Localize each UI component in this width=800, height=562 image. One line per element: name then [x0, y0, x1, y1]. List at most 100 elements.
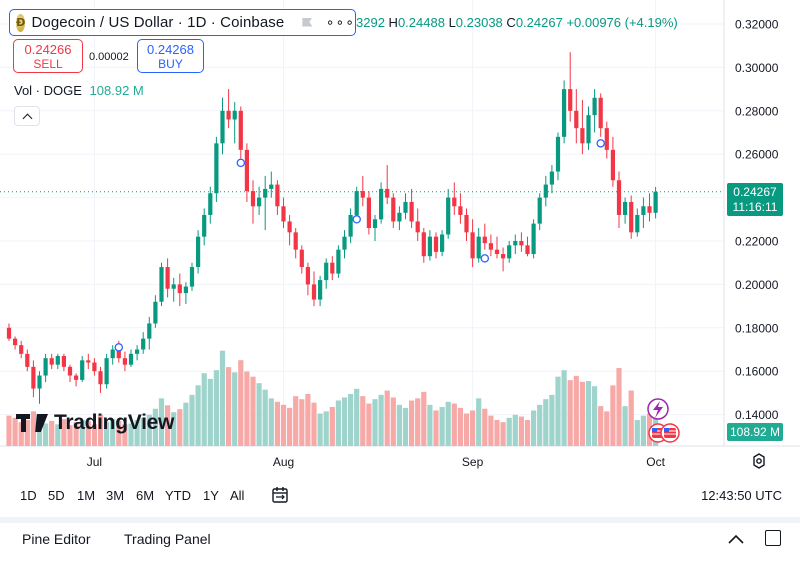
symbol-title-box[interactable]: Ð Dogecoin / US Dollar · 1D · Coinbase ∘… — [9, 9, 356, 36]
volume-bar — [348, 394, 354, 446]
volume-legend[interactable]: Vol · DOGE 108.92 M — [14, 83, 144, 98]
volume-bar — [18, 422, 24, 446]
period-3m[interactable]: 3M — [106, 488, 125, 503]
candle-body — [104, 358, 109, 385]
candle-body — [232, 110, 237, 120]
volume-bar — [49, 420, 55, 446]
candle-body — [226, 110, 231, 120]
volume-bar — [293, 396, 299, 446]
bottom-panel: Pine Editor Trading Panel — [0, 523, 800, 562]
volume-bar — [512, 414, 518, 446]
volume-bar — [226, 367, 232, 446]
time-tick-label: Aug — [273, 455, 294, 469]
buy-button[interactable]: 0.24268 BUY — [137, 39, 204, 73]
candle-body — [366, 197, 371, 228]
candle-body — [49, 358, 54, 365]
candle-body — [494, 249, 500, 255]
volume-bar — [201, 373, 207, 446]
volume-bar — [598, 406, 604, 446]
volume-bar — [573, 375, 579, 446]
settings-icon[interactable] — [751, 453, 767, 469]
volume-bar — [445, 401, 451, 446]
volume-bar — [628, 390, 634, 446]
candle-body — [433, 236, 439, 252]
volume-bar — [67, 425, 73, 446]
collapse-legend-button[interactable] — [14, 106, 40, 126]
lightning-bolt-icon — [653, 401, 663, 418]
volume-bar — [287, 407, 293, 446]
tab-pine-editor[interactable]: Pine Editor — [22, 531, 91, 547]
volume-bar — [91, 424, 97, 446]
volume-bar — [592, 386, 598, 446]
date-range-icon[interactable] — [270, 485, 290, 505]
candlesticks — [6, 52, 658, 404]
utc-clock[interactable]: 12:43:50 UTC — [701, 488, 782, 503]
tab-trading-panel[interactable]: Trading Panel — [124, 531, 211, 547]
period-5d[interactable]: 5D — [48, 488, 65, 503]
volume-bar — [610, 385, 616, 446]
time-tick-label: Jul — [87, 455, 102, 469]
volume-bar — [427, 404, 433, 446]
candle-body — [537, 197, 542, 224]
candle-body — [61, 356, 66, 367]
volume-bar — [79, 420, 85, 446]
volume-bar — [567, 380, 573, 446]
candle-body — [415, 221, 420, 233]
period-1m[interactable]: 1M — [77, 488, 96, 503]
candle-body — [238, 110, 243, 150]
symbol-title[interactable]: Dogecoin / US Dollar · 1D · Coinbase — [31, 14, 285, 31]
volume-bar — [262, 389, 268, 446]
volume-value-tag: 108.92 M — [727, 423, 783, 441]
ohlc-close-label: C — [506, 15, 516, 30]
volume-bar — [140, 417, 146, 446]
chevron-up-icon[interactable] — [727, 532, 745, 546]
candle-body — [171, 284, 176, 289]
candle-body — [635, 214, 640, 233]
candle-body — [641, 206, 646, 215]
period-1d[interactable]: 1D — [20, 488, 37, 503]
volume-bar — [537, 404, 543, 446]
volume-bar — [402, 407, 409, 446]
candle-body — [604, 128, 609, 150]
candle-body — [19, 345, 24, 354]
candle-body — [250, 191, 256, 207]
panel-divider[interactable] — [0, 517, 800, 523]
volume-bar — [549, 394, 555, 446]
candle-body — [318, 280, 323, 300]
volume-bar — [299, 399, 305, 446]
volume-bar — [482, 408, 488, 446]
candle-body — [372, 219, 378, 228]
candle-body — [513, 241, 518, 246]
period-1y[interactable]: 1Y — [203, 488, 219, 503]
period-ytd[interactable]: YTD — [165, 488, 191, 503]
chart-events — [114, 139, 605, 352]
price-tick-label: 0.32000 — [735, 18, 779, 32]
sell-button[interactable]: 0.24266 SELL — [13, 39, 83, 73]
volume-bar — [518, 416, 524, 446]
candle-body — [610, 149, 615, 181]
candle-body — [147, 323, 152, 339]
volume-bar — [104, 422, 110, 446]
spread-value: 0.00002 — [89, 51, 129, 63]
period-6m[interactable]: 6M — [136, 488, 155, 503]
candle-body — [629, 201, 634, 233]
candle-body — [568, 89, 573, 111]
maximize-panel-icon[interactable] — [765, 530, 781, 546]
flag-icon[interactable] — [300, 16, 307, 30]
period-all[interactable]: All — [230, 488, 245, 503]
candle-body — [519, 241, 524, 246]
volume-bar — [604, 411, 610, 446]
candle-body — [549, 171, 554, 185]
volume-bar — [488, 415, 494, 446]
more-icon[interactable]: ∘∘∘ — [325, 14, 355, 31]
event-badges[interactable] — [647, 398, 680, 443]
volume-bar — [555, 376, 561, 446]
watermark-text: TradingView — [54, 411, 175, 434]
buy-label: BUY — [158, 57, 183, 71]
volume-bar — [634, 420, 640, 446]
price-tick-label: 0.22000 — [735, 235, 779, 249]
volume-bar — [317, 413, 323, 446]
event-marker — [352, 215, 361, 224]
volume-bar — [158, 398, 165, 446]
